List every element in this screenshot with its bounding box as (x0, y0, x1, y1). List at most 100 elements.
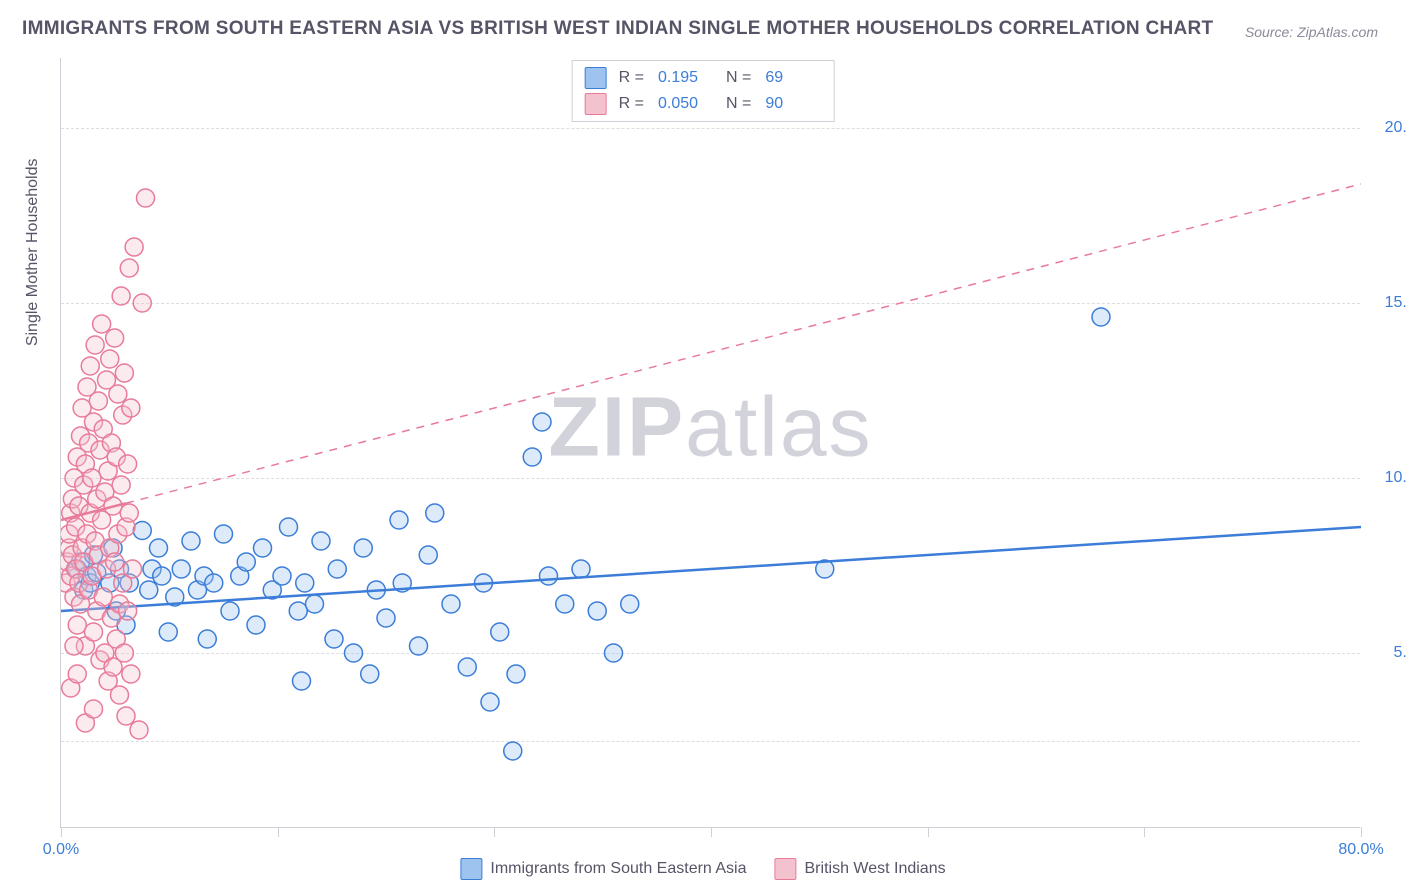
data-point (198, 630, 216, 648)
data-point (1092, 308, 1110, 326)
data-point (205, 574, 223, 592)
x-tick (494, 827, 495, 837)
data-point (237, 553, 255, 571)
data-point (507, 665, 525, 683)
data-point (111, 686, 129, 704)
data-point (556, 595, 574, 613)
data-point (273, 567, 291, 585)
data-point (289, 602, 307, 620)
data-point (159, 623, 177, 641)
x-tick (711, 827, 712, 837)
data-point (153, 567, 171, 585)
data-point (115, 644, 133, 662)
y-axis-title: Single Mother Households (24, 158, 42, 346)
data-point (172, 560, 190, 578)
data-point (68, 616, 86, 634)
legend-n-value: 69 (765, 69, 813, 87)
data-point (442, 595, 460, 613)
scatter-svg (61, 58, 1361, 828)
data-point (377, 609, 395, 627)
legend-r-label: R = (619, 69, 644, 87)
legend-series: Immigrants from South Eastern Asia Britis… (460, 858, 945, 880)
data-point (94, 588, 112, 606)
y-tick-label: 10.0% (1385, 469, 1406, 487)
data-point (182, 532, 200, 550)
chart-title: IMMIGRANTS FROM SOUTH EASTERN ASIA VS BR… (22, 18, 1213, 40)
x-tick (278, 827, 279, 837)
data-point (83, 469, 101, 487)
data-point (306, 595, 324, 613)
data-point (296, 574, 314, 592)
data-point (89, 392, 107, 410)
data-point (106, 553, 124, 571)
x-tick-label: 80.0% (1338, 841, 1383, 859)
x-tick (1144, 827, 1145, 837)
legend-series-item: Immigrants from South Eastern Asia (460, 858, 746, 880)
x-tick (1361, 827, 1362, 837)
legend-series-label: Immigrants from South Eastern Asia (490, 860, 746, 878)
data-point (124, 560, 142, 578)
data-point (312, 532, 330, 550)
data-point (120, 504, 138, 522)
data-point (101, 350, 119, 368)
data-point (410, 637, 428, 655)
legend-swatch (585, 67, 607, 89)
data-point (345, 644, 363, 662)
data-point (122, 399, 140, 417)
data-point (533, 413, 551, 431)
x-tick (928, 827, 929, 837)
data-point (65, 637, 83, 655)
data-point (86, 336, 104, 354)
source-label: Source: ZipAtlas.com (1245, 24, 1378, 40)
data-point (119, 455, 137, 473)
data-point (426, 504, 444, 522)
legend-n-value: 90 (765, 95, 813, 113)
legend-r-label: R = (619, 95, 644, 113)
data-point (390, 511, 408, 529)
legend-swatch (775, 858, 797, 880)
legend-correlation-row: R =0.195N =69 (585, 65, 822, 91)
data-point (93, 315, 111, 333)
data-point (588, 602, 606, 620)
data-point (540, 567, 558, 585)
legend-swatch (585, 93, 607, 115)
data-point (119, 602, 137, 620)
data-point (125, 238, 143, 256)
data-point (133, 294, 151, 312)
trend-line (126, 184, 1361, 503)
data-point (491, 623, 509, 641)
data-point (325, 630, 343, 648)
trend-line (61, 527, 1361, 611)
data-point (621, 595, 639, 613)
data-point (120, 259, 138, 277)
data-point (115, 364, 133, 382)
data-point (523, 448, 541, 466)
legend-n-label: N = (726, 95, 751, 113)
data-point (133, 522, 151, 540)
data-point (481, 693, 499, 711)
data-point (117, 707, 135, 725)
data-point (328, 560, 346, 578)
data-point (140, 581, 158, 599)
data-point (361, 665, 379, 683)
legend-swatch (460, 858, 482, 880)
data-point (504, 742, 522, 760)
legend-correlation: R =0.195N =69R =0.050N =90 (572, 60, 835, 122)
data-point (112, 476, 130, 494)
data-point (85, 700, 103, 718)
x-tick (61, 827, 62, 837)
data-point (150, 539, 168, 557)
y-tick-label: 20.0% (1385, 119, 1406, 137)
data-point (106, 329, 124, 347)
data-point (605, 644, 623, 662)
data-point (280, 518, 298, 536)
y-tick-label: 5.0% (1394, 644, 1406, 662)
data-point (85, 623, 103, 641)
legend-series-item: British West Indians (775, 858, 946, 880)
legend-r-value: 0.195 (658, 69, 706, 87)
data-point (130, 721, 148, 739)
data-point (419, 546, 437, 564)
data-point (458, 658, 476, 676)
y-tick-label: 15.0% (1385, 294, 1406, 312)
data-point (572, 560, 590, 578)
